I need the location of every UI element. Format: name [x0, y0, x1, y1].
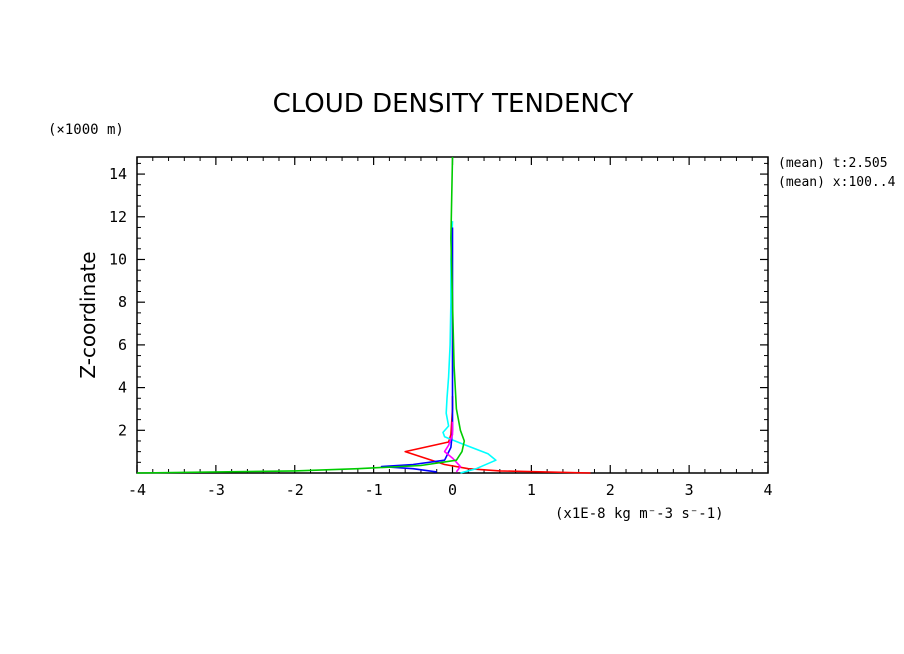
y-axis-label: Z-coordinate [76, 251, 100, 378]
y-tick-label: 2 [118, 421, 127, 439]
x-tick-label: 1 [527, 481, 536, 499]
series-line-2 [442, 221, 497, 474]
series-line-3 [380, 227, 454, 473]
x-tick-label: 2 [606, 481, 615, 499]
x-tick-label: -2 [286, 481, 304, 499]
y-tick-label: 10 [109, 250, 127, 268]
y-tick-label: 14 [109, 165, 127, 183]
y-tick-label: 6 [118, 336, 127, 354]
x-axis-label: (x1E-8 kg m⁻-3 s⁻-1) [555, 506, 724, 522]
y-tick-label: 12 [109, 208, 127, 226]
series-line-5 [136, 156, 466, 474]
annotation-x-mean: (mean) x:100..4 [778, 175, 896, 190]
y-tick-label: 4 [118, 379, 127, 397]
chart-title: CLOUD DENSITY TENDENCY [273, 89, 634, 119]
x-tick-label: 0 [448, 481, 457, 499]
y-tick-label: 8 [118, 293, 127, 311]
x-tick-label: 3 [685, 481, 694, 499]
series-line-4 [443, 421, 462, 473]
x-tick-label: -1 [365, 481, 383, 499]
x-tick-label: -3 [207, 481, 225, 499]
series-layer [136, 156, 591, 474]
annotation-time-mean: (mean) t:2.505 [778, 156, 888, 171]
x-tick-label: 4 [763, 481, 772, 499]
x-tick-label: -4 [128, 481, 146, 499]
y-units-label: (×1000 m) [48, 122, 124, 138]
